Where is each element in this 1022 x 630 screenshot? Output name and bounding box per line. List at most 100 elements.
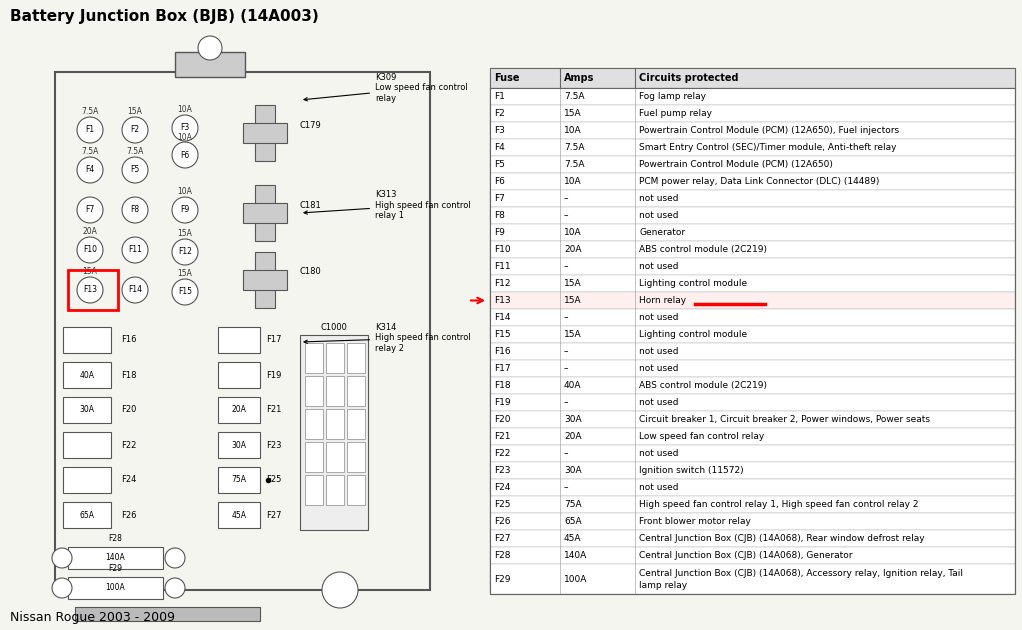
Bar (490, 479, 1015, 496)
Bar (347, 343, 365, 373)
Bar (256, 185, 275, 241)
Text: 100A: 100A (564, 575, 588, 583)
Circle shape (77, 237, 103, 263)
Bar (490, 241, 1015, 258)
Text: High speed fan control relay 1, High speed fan control relay 2: High speed fan control relay 1, High spe… (639, 500, 919, 509)
Bar (326, 475, 344, 505)
Bar (490, 377, 1015, 394)
Text: F1: F1 (86, 125, 95, 134)
Text: 15A: 15A (128, 108, 142, 117)
Circle shape (77, 117, 103, 143)
Text: F1: F1 (494, 92, 505, 101)
Bar (490, 207, 1015, 224)
Text: ABS control module (2C219): ABS control module (2C219) (639, 381, 766, 390)
Text: K314
High speed fan control
relay 2: K314 High speed fan control relay 2 (304, 323, 471, 353)
Text: –: – (564, 364, 568, 373)
Bar (347, 409, 365, 439)
Text: F13: F13 (83, 285, 97, 294)
Text: –: – (564, 449, 568, 458)
Circle shape (52, 548, 72, 568)
Text: F13: F13 (494, 296, 511, 305)
Text: F26: F26 (122, 510, 137, 520)
Text: F21: F21 (494, 432, 511, 441)
Text: Fog lamp relay: Fog lamp relay (639, 92, 706, 101)
Bar (490, 139, 1015, 156)
Bar (347, 475, 365, 505)
Circle shape (52, 578, 72, 598)
Bar (218, 467, 260, 493)
Text: not used: not used (639, 347, 679, 356)
Bar (490, 292, 1015, 309)
Text: K309
Low speed fan control
relay: K309 Low speed fan control relay (304, 73, 468, 103)
Text: F27: F27 (494, 534, 511, 543)
Text: F19: F19 (267, 370, 282, 379)
Text: 7.5A: 7.5A (82, 147, 99, 156)
Bar (490, 394, 1015, 411)
Text: F22: F22 (122, 440, 137, 449)
Text: Generator: Generator (639, 228, 685, 237)
Text: C1000: C1000 (321, 323, 347, 331)
Text: –: – (564, 483, 568, 492)
Circle shape (77, 157, 103, 183)
Text: –: – (564, 347, 568, 356)
Bar (326, 376, 344, 406)
Text: F16: F16 (122, 336, 137, 345)
Circle shape (122, 277, 148, 303)
Bar (326, 442, 344, 472)
Circle shape (172, 142, 198, 168)
Text: F14: F14 (494, 313, 511, 322)
Text: Battery Junction Box (BJB) (14A003): Battery Junction Box (BJB) (14A003) (10, 8, 319, 23)
Circle shape (322, 572, 358, 608)
Text: PCM power relay, Data Link Connector (DLC) (14489): PCM power relay, Data Link Connector (DL… (639, 177, 879, 186)
Text: –: – (564, 262, 568, 271)
Bar (63, 327, 111, 353)
Text: 20A: 20A (564, 245, 582, 254)
Text: F2: F2 (131, 125, 140, 134)
Text: F16: F16 (494, 347, 511, 356)
Text: 15A: 15A (83, 268, 97, 277)
Text: F6: F6 (180, 151, 190, 159)
Text: Ignition switch (11572): Ignition switch (11572) (639, 466, 744, 475)
Text: F23: F23 (494, 466, 511, 475)
Text: 45A: 45A (232, 510, 246, 520)
Text: Central Junction Box (CJB) (14A068), Rear window defrost relay: Central Junction Box (CJB) (14A068), Rea… (639, 534, 925, 543)
Text: F29: F29 (108, 564, 122, 573)
Text: F5: F5 (131, 166, 140, 175)
Text: F21: F21 (267, 406, 282, 415)
Bar (218, 362, 260, 388)
Text: Front blower motor relay: Front blower motor relay (639, 517, 751, 526)
Text: Horn relay: Horn relay (639, 296, 686, 305)
Text: Nissan Rogue 2003 - 2009: Nissan Rogue 2003 - 2009 (10, 612, 175, 624)
Text: F12: F12 (178, 248, 192, 256)
Text: 10A: 10A (178, 188, 192, 197)
Text: F18: F18 (122, 370, 137, 379)
Bar (68, 547, 162, 569)
Bar (490, 530, 1015, 547)
Text: F3: F3 (180, 123, 190, 132)
Text: not used: not used (639, 398, 679, 407)
Text: 15A: 15A (564, 279, 582, 288)
Text: 20A: 20A (564, 432, 582, 441)
Text: F6: F6 (494, 177, 505, 186)
Circle shape (122, 157, 148, 183)
Text: 7.5A: 7.5A (564, 92, 585, 101)
Text: Circuits protected: Circuits protected (639, 73, 739, 83)
Text: F27: F27 (267, 510, 282, 520)
Bar (63, 362, 111, 388)
Text: Smart Entry Control (SEC)/Timer module, Anti-theft relay: Smart Entry Control (SEC)/Timer module, … (639, 143, 896, 152)
Bar (68, 270, 118, 310)
Text: ABS control module (2C219): ABS control module (2C219) (639, 245, 766, 254)
Bar (490, 190, 1015, 207)
Bar (490, 462, 1015, 479)
Text: F17: F17 (267, 336, 282, 345)
Text: 7.5A: 7.5A (82, 108, 99, 117)
Text: 65A: 65A (80, 510, 94, 520)
Text: Powertrain Control Module (PCM) (12A650), Fuel injectors: Powertrain Control Module (PCM) (12A650)… (639, 126, 899, 135)
Text: 10A: 10A (178, 105, 192, 115)
Text: not used: not used (639, 313, 679, 322)
Text: 100A: 100A (105, 583, 125, 592)
Text: –: – (564, 398, 568, 407)
Bar (63, 467, 111, 493)
Bar (490, 360, 1015, 377)
Bar (490, 224, 1015, 241)
